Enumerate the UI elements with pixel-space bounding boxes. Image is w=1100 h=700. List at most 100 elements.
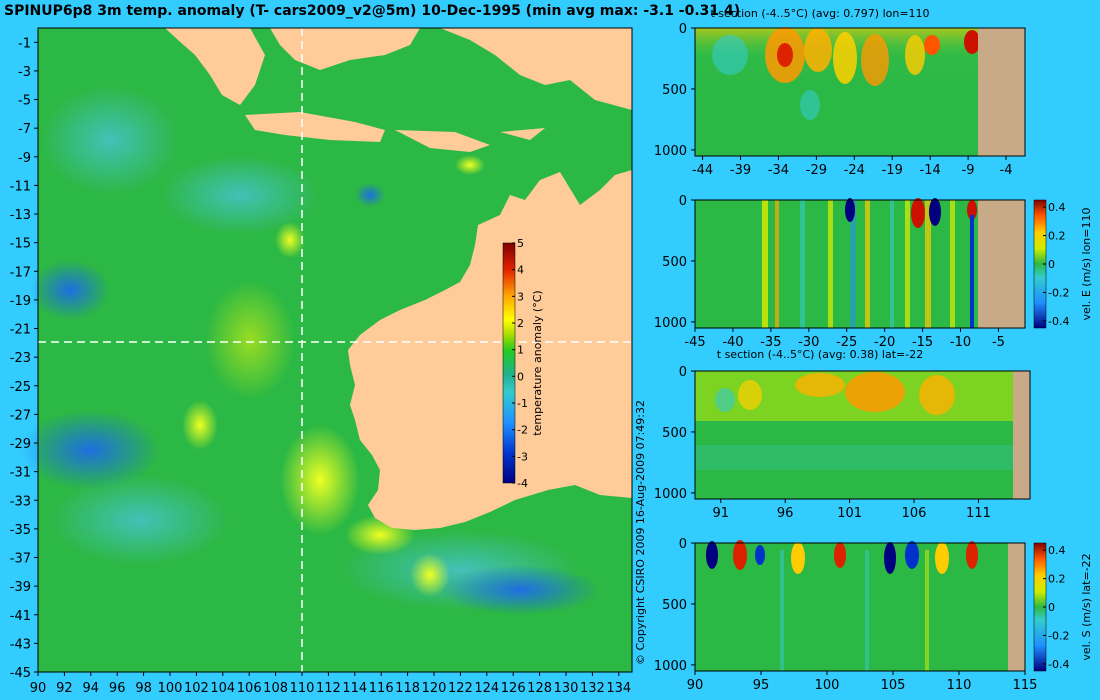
tsec-lon-land	[978, 28, 1025, 156]
x-tick-label: 110	[947, 678, 972, 693]
x-tick-label: -4	[1000, 163, 1013, 178]
y-tick-label: -27	[10, 408, 31, 423]
colorbar-tick-label: -3	[517, 450, 528, 463]
x-tick-label: -40	[722, 335, 743, 350]
y-tick-label: -11	[10, 179, 31, 194]
colorbar-tick-label: -0.2	[1048, 286, 1069, 299]
x-tick-label: 102	[184, 681, 209, 696]
y-tick-label: 1000	[654, 316, 687, 331]
colorbar-tick-label: -0.4	[1048, 315, 1069, 328]
x-tick-label: 118	[395, 681, 420, 696]
tsec-lat-title: t section (-4..5°C) (avg: 0.38) lat=-22	[717, 350, 923, 361]
x-tick-label: 91	[712, 506, 729, 521]
y-tick-label: -7	[18, 122, 31, 137]
y-tick-label: 500	[662, 598, 687, 613]
x-tick-label: 104	[210, 681, 235, 696]
x-tick-label: 108	[263, 681, 288, 696]
x-tick-label: 130	[554, 681, 579, 696]
tsec-lon-panel: t section (-4..5°C) (avg: 0.797) lon=110…	[654, 7, 1026, 178]
x-tick-label: 95	[753, 678, 770, 693]
tsec-lat-panel: t section (-4..5°C) (avg: 0.38) lat=-22 …	[654, 350, 1031, 521]
x-tick-label: 112	[316, 681, 341, 696]
x-tick-label: 92	[56, 681, 73, 696]
y-tick-label: -9	[18, 151, 31, 166]
vel-e-panel: 0.4 0.2 0 -0.2 -0.4 vel. E (m/s) lon=110 -45…	[654, 194, 1093, 350]
x-tick-label: 115	[1013, 678, 1038, 693]
colorbar-tick-label: 1	[517, 344, 524, 357]
x-tick-label: 90	[687, 678, 704, 693]
tsec-lat-x-ticks: 91 96 101 106 111	[712, 499, 991, 521]
y-tick-label: -5	[18, 94, 31, 109]
vel-e-y-ticks: 0 500 1000	[654, 194, 695, 331]
y-tick-label: 1000	[654, 487, 687, 502]
y-tick-label: 0	[679, 22, 687, 37]
vel-s-field	[695, 543, 1008, 671]
x-tick-label: 114	[342, 681, 367, 696]
y-tick-label: -3	[18, 65, 31, 80]
x-tick-label: 96	[777, 506, 794, 521]
y-tick-label: -13	[10, 208, 31, 223]
y-tick-label: -17	[10, 265, 31, 280]
vel-s-colorbar-ticks: 0.4 0.2 0 -0.2 -0.4	[1043, 544, 1069, 671]
x-tick-label: -10	[950, 335, 971, 350]
x-tick-label: 122	[448, 681, 473, 696]
y-tick-label: -21	[10, 323, 31, 338]
tsec-lat-features	[695, 372, 1013, 470]
x-tick-label: -45	[684, 335, 705, 350]
x-tick-label: -34	[768, 163, 789, 178]
colorbar-tick-label: 0.2	[1048, 230, 1066, 243]
x-tick-label: -5	[992, 335, 1005, 350]
colorbar-tick-label: 0.4	[1048, 201, 1066, 214]
colorbar-tick-label: 0	[517, 370, 524, 383]
x-tick-label: 110	[290, 681, 315, 696]
map-y-ticks: -1 -3 -5 -7 -9 -11 -13 -15 -17 -19 -21 -23 -25 -27 -29…	[10, 36, 38, 681]
vel-s-x-ticks: 90 95 100 105 110 115	[687, 671, 1038, 693]
x-tick-label: -39	[730, 163, 751, 178]
tsec-lat-y-ticks: 0 500 1000	[654, 365, 695, 502]
map-x-ticks: 90 92 94 96 98 100 102 104 106 108 110 112 114 116 118…	[30, 672, 631, 696]
x-tick-label: 96	[109, 681, 126, 696]
y-tick-label: -33	[10, 494, 31, 509]
x-tick-label: -29	[806, 163, 827, 178]
x-tick-label: -35	[760, 335, 781, 350]
x-tick-label: -15	[912, 335, 933, 350]
x-tick-label: -25	[836, 335, 857, 350]
colorbar-tick-label: 0	[1048, 258, 1055, 271]
y-tick-label: -15	[10, 237, 31, 252]
x-tick-label: 111	[966, 506, 991, 521]
y-tick-label: -1	[18, 36, 31, 51]
x-tick-label: -20	[874, 335, 895, 350]
colorbar-tick-label: 3	[517, 290, 524, 303]
x-tick-label: -9	[962, 163, 975, 178]
x-tick-label: 124	[474, 681, 499, 696]
colorbar-tick-label: -1	[517, 397, 528, 410]
x-tick-label: 106	[237, 681, 262, 696]
colorbar-tick-label: 0.4	[1048, 544, 1066, 557]
vel-e-x-ticks: -45 -40 -35 -30 -25 -20 -15 -10 -5	[684, 328, 1005, 350]
plot-title: SPINUP6p8 3m temp. anomaly (T- cars2009_…	[4, 3, 741, 19]
y-tick-label: 1000	[654, 144, 687, 159]
x-tick-label: 120	[422, 681, 447, 696]
vel-s-panel: 0.40.20-0.2-0.4 vel. S (m/s) lat=-22 90 9…	[654, 537, 1093, 693]
map-colorbar-label: temperature anomaly (°C)	[531, 290, 544, 435]
vel-s-y-ticks: 0 500 1000	[654, 537, 695, 674]
y-tick-label: -19	[10, 294, 31, 309]
vel-s-colorbar-label: vel. S (m/s) lat=-22	[1080, 553, 1093, 660]
x-tick-label: 101	[837, 506, 862, 521]
colorbar-tick-label: -2	[517, 424, 528, 437]
y-tick-label: -37	[10, 552, 31, 567]
colorbar-tick-label: -0.2	[1048, 629, 1069, 642]
y-tick-label: 500	[662, 426, 687, 441]
colorbar-tick-label: -4	[517, 477, 528, 490]
map-anomaly-features	[20, 85, 600, 615]
colorbar-tick-label: 0.2	[1048, 573, 1066, 586]
vel-e-features	[762, 198, 977, 328]
colorbar-tick-label: 2	[517, 317, 524, 330]
x-tick-label: 126	[501, 681, 526, 696]
x-tick-label: -30	[798, 335, 819, 350]
tsec-lon-y-ticks: 0 500 1000	[654, 22, 695, 159]
vel-e-colorbar-label: vel. E (m/s) lon=110	[1080, 208, 1093, 321]
x-tick-label: 128	[527, 681, 552, 696]
colorbar-tick-label: -0.4	[1048, 658, 1069, 671]
x-tick-label: 106	[902, 506, 927, 521]
